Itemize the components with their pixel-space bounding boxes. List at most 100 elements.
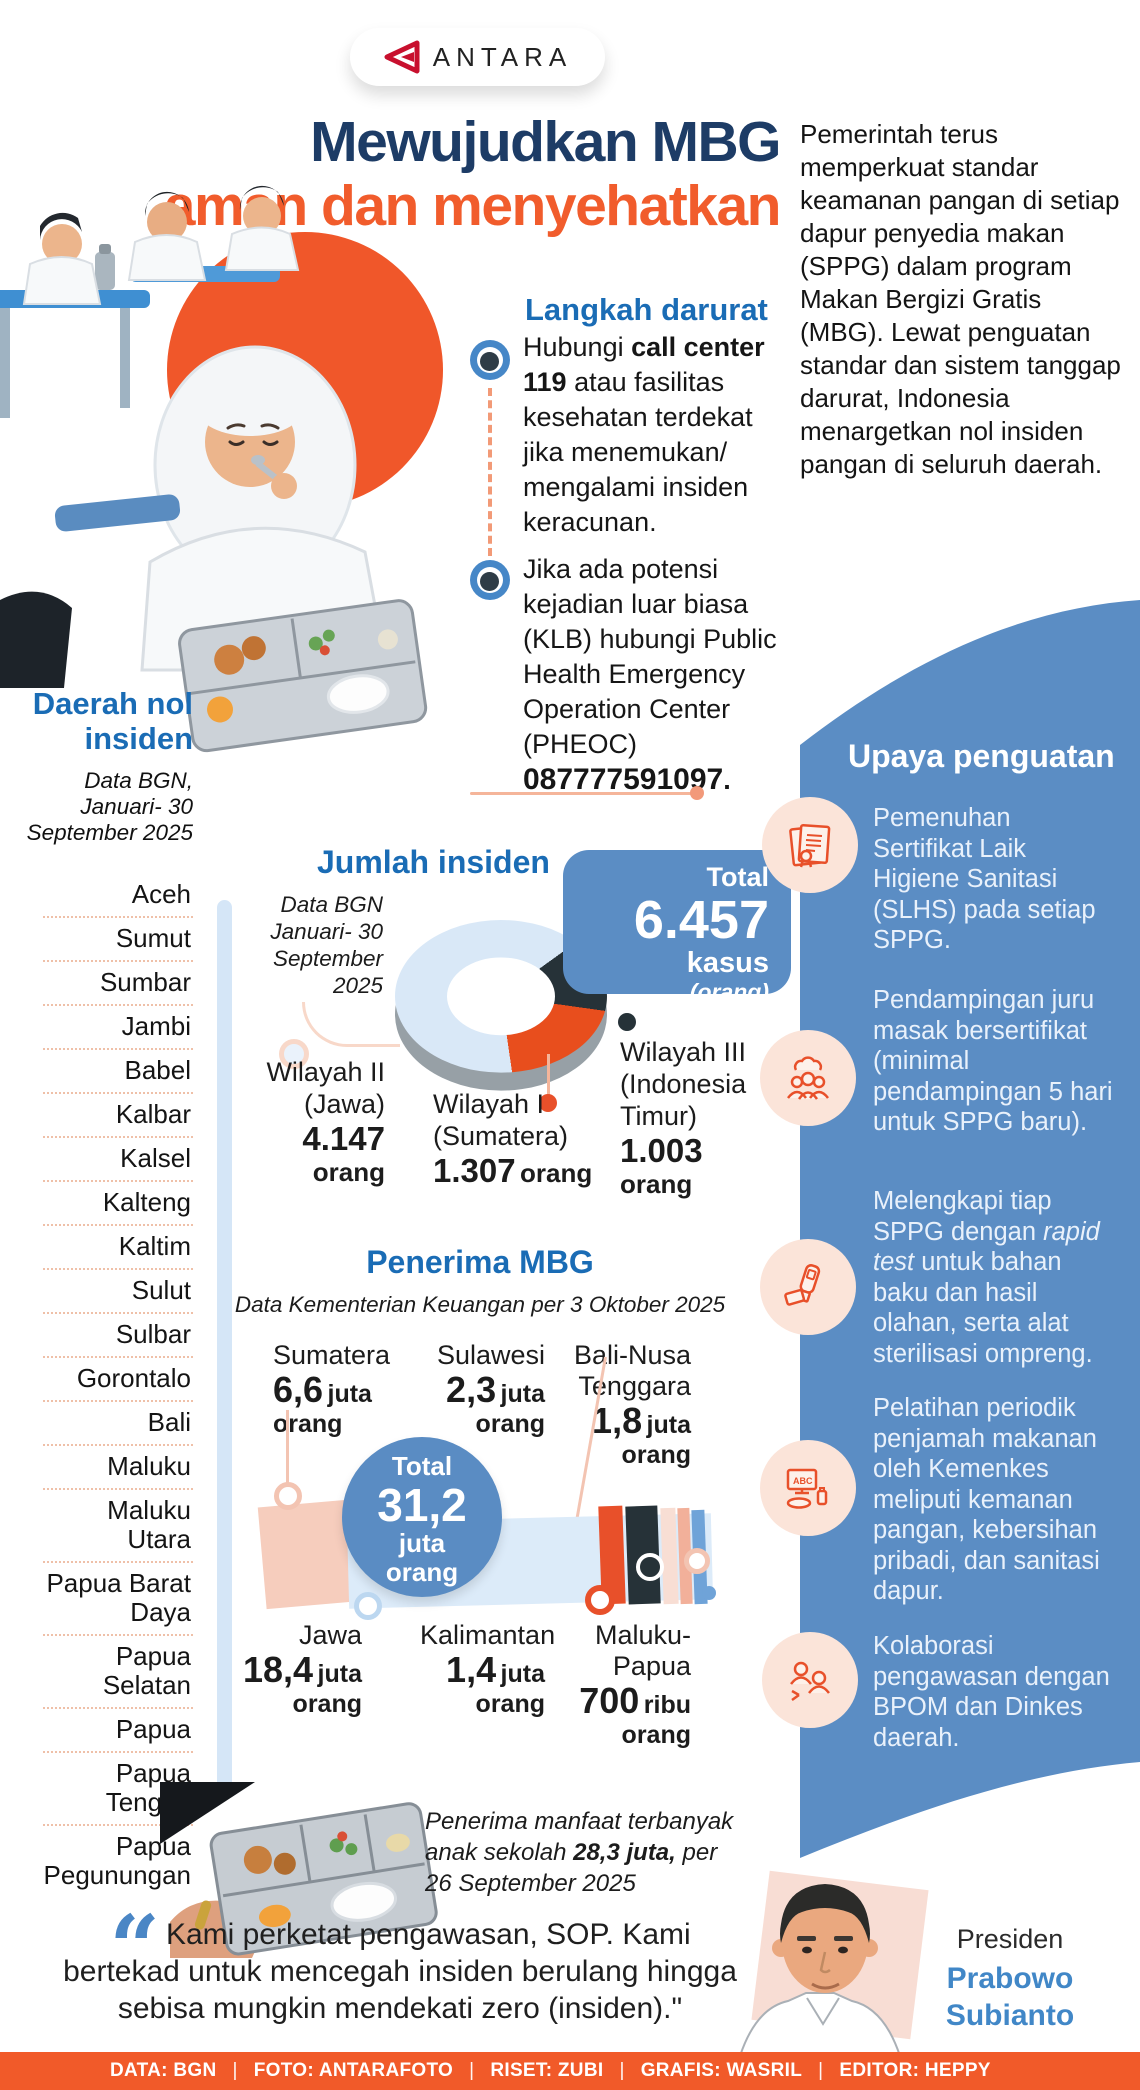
dashed-connector <box>488 388 492 556</box>
emergency-steps-title: Langkah darurat <box>525 292 768 327</box>
step2-pre: Jika ada potensi kejadian luar biasa (KL… <box>523 554 777 759</box>
pheoc-phone-number: 087777591097 <box>523 763 724 796</box>
donut-label-wilayah2: Wilayah II (Jawa) 4.147 orang <box>266 1057 385 1187</box>
student-boy-3 <box>224 185 300 271</box>
antara-logo: ANTARA <box>350 28 605 86</box>
region-item: Kalteng <box>43 1180 193 1224</box>
recipients-maluku-papua: Maluku-Papua 700 ribu orang <box>579 1620 691 1749</box>
reinforcement-item-1: Pemenuhan Sertifikat Laik Higiene Sanita… <box>873 804 1096 954</box>
region-item: Sulut <box>43 1268 193 1312</box>
callout-dot-wilayah3 <box>618 1013 636 1031</box>
reinforcement-title: Upaya penguatan <box>848 738 1115 774</box>
reinforcement-panel-background <box>800 600 1140 1858</box>
collaboration-icon <box>762 1632 858 1728</box>
prabowo-portrait <box>738 1870 929 2056</box>
region-item: Aceh <box>131 879 191 909</box>
callout-dot <box>274 1482 302 1510</box>
callout-dot-wilayah1 <box>539 1094 557 1112</box>
step-bullet-icon <box>470 340 510 380</box>
recipients-sumatera: Sumatera 6,6 juta orang <box>273 1340 391 1438</box>
reinforcement-item-5: Kolaborasi pengawasan dengan BPOM dan Di… <box>873 1632 1110 1752</box>
president-quote: “Kami perketat pengawasan, SOP. Kami ber… <box>63 1895 737 2025</box>
step1-bold: call center 119 <box>523 332 765 397</box>
footer-credit: GRAFIS: WASRIL <box>641 2060 840 2082</box>
callout-dot <box>585 1585 615 1615</box>
footer-credit: RISET: ZUBI <box>490 2060 640 2082</box>
region-item: Babel <box>43 1048 193 1092</box>
divider-line <box>470 792 692 795</box>
emergency-step-2: Jika ada potensi kejadian luar biasa (KL… <box>523 552 791 798</box>
chef-team-icon <box>760 1030 856 1126</box>
region-item: Sumbar <box>43 960 193 1004</box>
incident-count-source: Data BGN Januari- 30 September 2025 <box>270 892 383 998</box>
footer-credit: EDITOR: HEPPY <box>839 2060 991 2081</box>
donut-label-wilayah3: Wilayah III (Indonesia Timur) 1.003 oran… <box>620 1037 747 1199</box>
brand-name: ANTARA <box>432 41 573 72</box>
student-boy-1 <box>22 212 102 305</box>
incident-count-title: Jumlah insiden <box>317 844 550 880</box>
recipients-title: Penerima MBG <box>366 1244 594 1280</box>
callout-curve <box>302 1002 400 1047</box>
callout-dot <box>354 1592 382 1620</box>
region-item: Kalsel <box>43 1136 193 1180</box>
region-item: Papua <box>43 1707 193 1751</box>
title-line1: Mewujudkan MBG <box>310 110 781 174</box>
total-unit2: (orang) <box>689 979 769 1005</box>
emergency-step-1: Hubungi call center 119 atau fasilitas k… <box>523 330 791 540</box>
callout-dot <box>684 1548 710 1574</box>
region-item: Sumut <box>43 916 193 960</box>
region-item: Jambi <box>43 1004 193 1048</box>
training-icon: ABC <box>760 1440 856 1536</box>
svg-text:ABC: ABC <box>793 1476 813 1486</box>
total-label: Total <box>706 862 770 892</box>
region-item: Kalbar <box>43 1092 193 1136</box>
footer-bar: DATA: BGNFOTO: ANTARAFOTORISET: ZUBIGRAF… <box>0 2052 1140 2090</box>
incident-total-card: Total 6.457 kasus (orang) <box>563 850 791 1005</box>
president-name: Prabowo Subianto <box>945 1962 1075 2032</box>
zero-incident-source: Data BGN, Januari- 30 September 2025 <box>26 768 193 845</box>
callout-dot-wilayah2 <box>279 1039 309 1069</box>
footer-credit: FOTO: ANTARAFOTO <box>254 2060 491 2082</box>
callout-line <box>286 1410 289 1486</box>
beneficiary-note: Penerima manfaat terbanyak anak sekolah … <box>425 1808 734 1897</box>
step2-post: . <box>723 765 731 795</box>
certificate-icon <box>762 797 858 893</box>
food-tray <box>178 599 428 753</box>
step1-post: atau fasilitas kesehatan terdekat jika m… <box>523 367 753 537</box>
callout-dot <box>636 1553 664 1581</box>
president-title: Presiden <box>956 1924 1064 1954</box>
antara-logo-icon <box>384 40 420 74</box>
total-value: 6.457 <box>633 890 769 950</box>
tray-note-illustration <box>160 1782 438 1958</box>
footer-credits: DATA: BGNFOTO: ANTARAFOTORISET: ZUBIGRAF… <box>110 2060 991 2082</box>
recipients-source: Data Kementerian Keuangan per 3 Oktober … <box>234 1292 726 1317</box>
region-item: Sulbar <box>43 1312 193 1356</box>
zero-incident-title: Daerah nol insiden <box>32 686 193 756</box>
recipients-sulawesi: Sulawesi 2,3 juta orang <box>436 1340 545 1438</box>
callout-dot <box>702 1586 716 1600</box>
region-item: Papua Barat Daya <box>43 1561 193 1634</box>
region-item: Gorontalo <box>43 1356 193 1400</box>
hero-illustration-students-eating <box>0 185 443 753</box>
region-item: Bali <box>43 1400 193 1444</box>
vertical-divider-strip <box>217 900 232 1800</box>
reinforcement-item-2: Pendampingan juru masak bersertifikat (m… <box>873 986 1113 1136</box>
recipients-bali-nusa-tenggara: Bali-Nusa Tenggara 1,8 juta orang <box>573 1340 691 1469</box>
recipients-total-badge: Total 31,2 juta orang <box>342 1437 502 1597</box>
donut-label-wilayah1: Wilayah I (Sumatera) 1.307 orang <box>433 1089 593 1189</box>
reinforcement-item-4: Pelatihan periodik penjamah makanan oleh… <box>873 1394 1100 1605</box>
step-bullet-icon <box>470 560 510 600</box>
intro-paragraph: Pemerintah terus memperkuat standar keam… <box>800 119 1121 479</box>
region-item: Maluku Utara <box>43 1488 193 1561</box>
footer-credit: DATA: BGN <box>110 2060 254 2082</box>
region-item: Maluku <box>43 1444 193 1488</box>
recipients-jawa: Jawa 18,4 juta orang <box>243 1620 362 1718</box>
zero-incident-region-list: Aceh Sumut Sumbar Jambi Babel Kalbar Kalsel Kal… <box>43 874 193 1897</box>
region-item: Papua Pegunungan <box>43 1824 193 1897</box>
region-item: Kaltim <box>43 1224 193 1268</box>
step1-pre: Hubungi <box>523 332 632 362</box>
region-item: Papua Selatan <box>43 1634 193 1707</box>
rapid-test-icon <box>760 1239 856 1335</box>
divider-dot <box>690 786 704 800</box>
